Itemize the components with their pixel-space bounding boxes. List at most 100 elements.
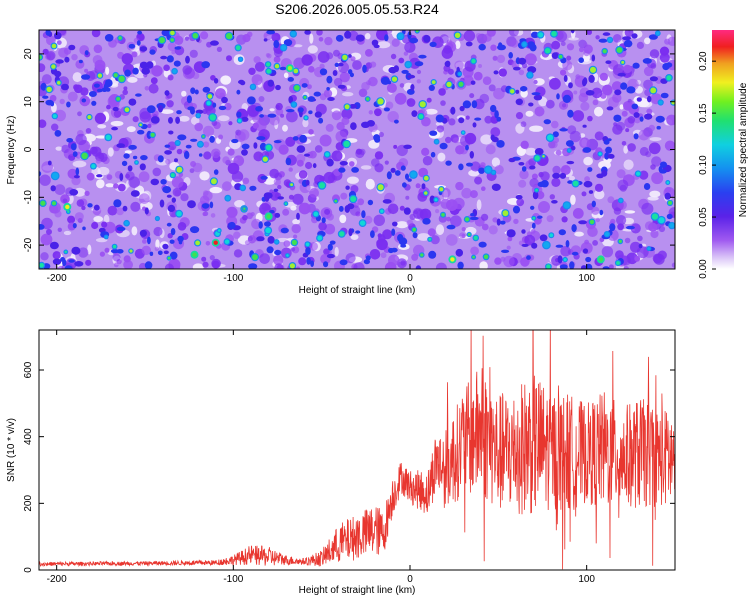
heatmap-mid-cell [393, 144, 398, 149]
heatmap-mid-cell [378, 234, 386, 242]
heatmap-cell [139, 46, 148, 52]
heatmap-cell [428, 250, 437, 259]
heatmap-cell [166, 55, 174, 63]
heatmap-cell [518, 162, 525, 166]
heatmap-low-patch [283, 72, 289, 79]
heatmap-peak [224, 239, 230, 244]
heatmap-mid-cell [409, 213, 416, 221]
heatmap-cell [643, 183, 651, 190]
heatmap-cell [185, 55, 190, 64]
heatmap-cell [390, 247, 398, 253]
heatmap-cell [491, 183, 501, 191]
heatmap-mid-cell [71, 176, 81, 186]
heatmap-peak [458, 81, 464, 87]
heatmap-peak [217, 229, 221, 232]
heatmap-peak [397, 33, 404, 40]
heatmap-mid-cell [121, 53, 133, 65]
heatmap-cell [249, 185, 257, 191]
heatmap-cell [394, 119, 399, 124]
heatmap-peak [491, 170, 496, 174]
heatmap-cell [55, 59, 64, 64]
heatmap-mid-cell [465, 115, 470, 120]
heatmap-cell [162, 243, 169, 250]
heatmap-cell [397, 234, 404, 242]
heatmap-mid-cell [242, 214, 248, 221]
heatmap-cell [274, 249, 282, 256]
heatmap-mid-cell [416, 69, 422, 75]
heatmap-y-label: Frequency (Hz) [6, 116, 17, 185]
heatmap-peak [52, 172, 59, 180]
heatmap-cell [571, 251, 579, 256]
heatmap-cell [64, 56, 70, 63]
heatmap-cell [273, 40, 280, 49]
heatmap-cell [518, 57, 527, 65]
heatmap-cell [418, 54, 427, 59]
heatmap-peak [412, 227, 417, 232]
heatmap-cell [458, 117, 465, 124]
heatmap-cell [66, 101, 71, 108]
heatmap-cell [605, 146, 612, 154]
heatmap-mid-cell [643, 66, 654, 77]
heatmap-mid-cell [116, 207, 124, 216]
heatmap-strong-peak [192, 252, 197, 257]
heatmap-cell [209, 40, 219, 46]
heatmap-cell [213, 169, 219, 175]
heatmap-cell [72, 223, 77, 229]
heatmap-low-patch [649, 137, 662, 142]
heatmap-mid-cell [46, 51, 56, 61]
x-tick-label: 100 [578, 273, 595, 284]
heatmap-mid-cell [592, 99, 599, 106]
heatmap-mid-cell [518, 240, 524, 246]
heatmap-mid-cell [132, 116, 139, 123]
heatmap-peak [546, 264, 551, 269]
heatmap-cell [496, 140, 505, 148]
heatmap-cell [631, 103, 639, 110]
heatmap-cell [458, 163, 464, 171]
heatmap-cell [286, 109, 295, 113]
heatmap-mid-cell [421, 147, 430, 156]
heatmap-cell [361, 121, 370, 128]
heatmap-cell [141, 67, 150, 75]
heatmap-mid-cell [273, 56, 281, 63]
heatmap-cell [176, 110, 182, 115]
heatmap-cell [491, 136, 499, 143]
heatmap-mid-cell [573, 90, 578, 95]
heatmap-cell [296, 145, 306, 153]
heatmap-peak [559, 55, 563, 59]
heatmap-mid-cell [518, 179, 527, 188]
heatmap-cell [390, 167, 396, 173]
snr-x-label: Height of straight line (km) [299, 585, 416, 596]
heatmap-cell [96, 174, 103, 178]
heatmap-mid-cell [209, 255, 215, 261]
heatmap-cell [150, 116, 160, 124]
heatmap-mid-cell [494, 165, 504, 175]
heatmap-peak [666, 181, 670, 184]
heatmap-peak [52, 201, 56, 206]
heatmap-peak [342, 54, 348, 61]
heatmap-cell [351, 167, 359, 173]
heatmap-peak [467, 233, 471, 236]
heatmap-cell [288, 96, 294, 104]
heatmap-mid-cell [139, 111, 151, 123]
heatmap-cell [459, 105, 465, 112]
heatmap-cell [177, 235, 184, 243]
y-tick-label: -20 [23, 237, 34, 252]
heatmap-cell [326, 75, 333, 84]
heatmap-peak [446, 81, 452, 87]
heatmap-peak [439, 187, 444, 192]
heatmap-peak [547, 134, 554, 141]
heatmap-cell [558, 229, 566, 236]
heatmap-cell [149, 49, 156, 55]
heatmap-cell [469, 216, 479, 221]
heatmap-cell [166, 222, 172, 227]
heatmap-cell [407, 31, 412, 40]
heatmap-cell [135, 93, 142, 97]
heatmap-cell [367, 199, 374, 206]
heatmap-cell [163, 250, 169, 255]
heatmap-low-patch [97, 166, 110, 176]
heatmap-mid-cell [649, 49, 660, 59]
heatmap-mid-cell [154, 246, 159, 252]
heatmap-cell [347, 203, 355, 210]
heatmap-cell [339, 161, 348, 166]
heatmap-mid-cell [426, 97, 432, 103]
